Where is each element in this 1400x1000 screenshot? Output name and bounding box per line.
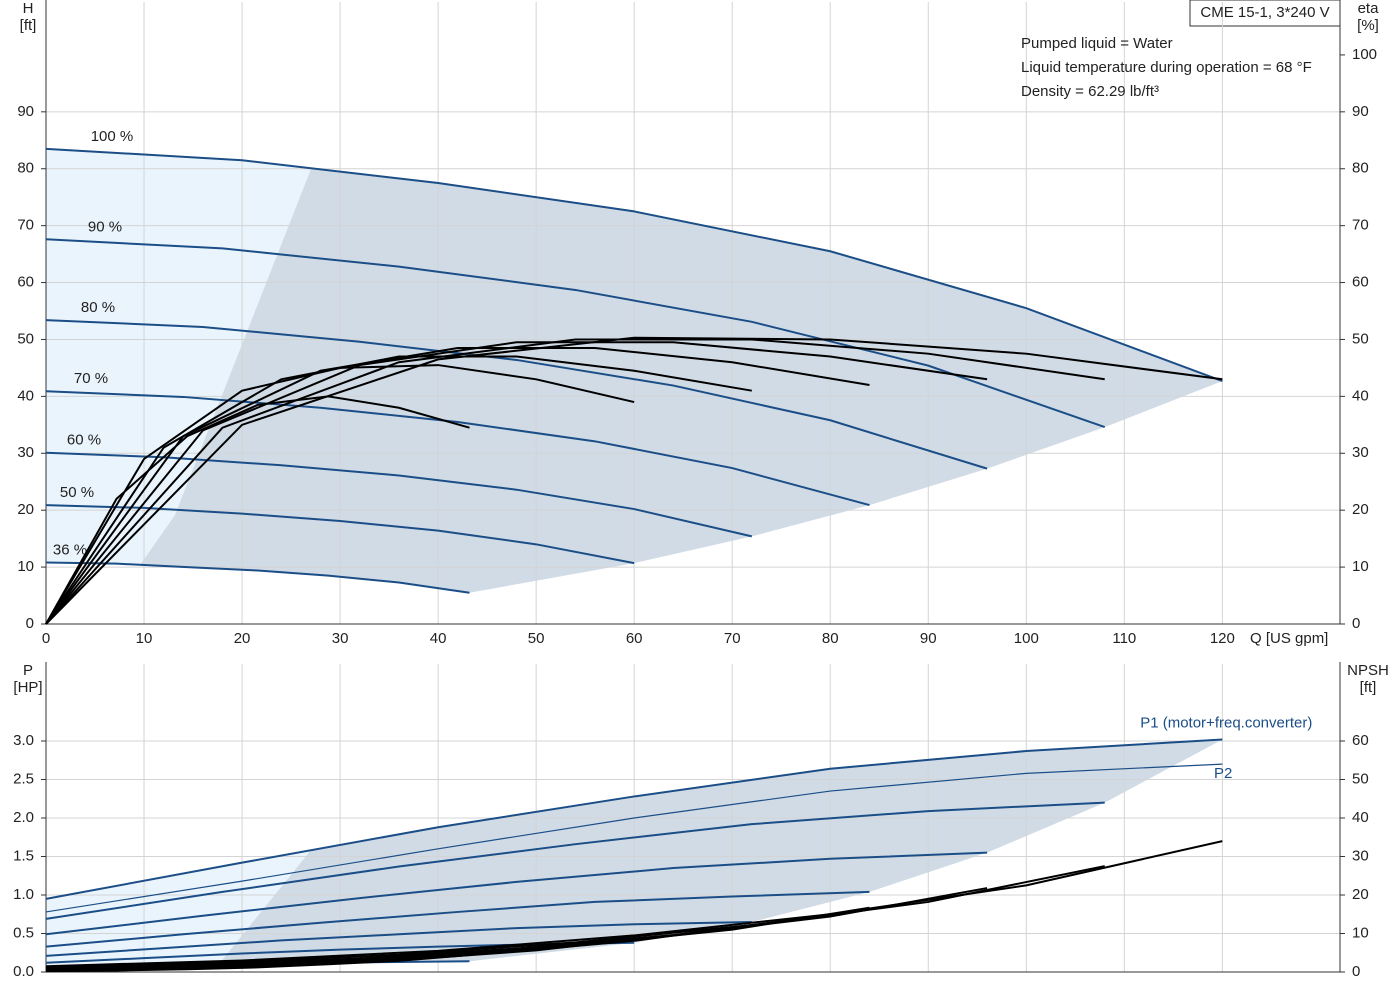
x-tick-label: 30 [332,630,349,647]
y-tick-label: 1.5 [13,847,34,864]
y2-tick-label: 0 [1352,963,1360,980]
x-tick-label: 20 [234,630,251,647]
annotation: Density = 62.29 lb/ft³ [1021,83,1159,100]
y2-tick-label: 60 [1352,274,1369,291]
x-tick-label: 80 [822,630,839,647]
y-tick-label: 50 [17,330,34,347]
curve-y2 [45,336,1223,625]
y2-tick-label: 50 [1352,330,1369,347]
chart-title: CME 15-1, 3*240 V [1200,4,1329,21]
curve [45,801,1105,920]
curve [45,390,870,507]
y2-axis-unit: [ft] [1360,679,1377,696]
y2-tick-label: 90 [1352,103,1369,120]
curve-label: 100 % [91,128,134,145]
y2-tick-label: 30 [1352,847,1369,864]
y2-tick-label: 30 [1352,444,1369,461]
y-tick-label: 90 [17,103,34,120]
curve-y2 [45,865,1105,969]
y2-axis-label: NPSH [1347,662,1389,679]
y-axis-label: P [23,662,33,679]
y2-axis-unit: [%] [1357,17,1379,34]
annotation: Pumped liquid = Water [1021,35,1173,52]
y2-tick-label: 10 [1352,924,1369,941]
y2-tick-label: 80 [1352,160,1369,177]
y-tick-label: 2.5 [13,770,34,787]
y2-tick-label: 100 [1352,46,1377,63]
y-tick-label: 1.0 [13,886,34,903]
y2-tick-label: 20 [1352,501,1369,518]
annotation: Liquid temperature during operation = 68… [1021,59,1312,76]
x-tick-label: 100 [1014,630,1039,647]
y-tick-label: 80 [17,160,34,177]
curve [45,890,870,948]
curve-label: 50 % [60,484,94,501]
x-tick-label: 110 [1112,630,1136,647]
curve [45,561,470,594]
y-axis-unit: [ft] [20,17,37,34]
curve [45,920,752,957]
y-tick-label: 10 [17,558,34,575]
y-tick-label: 2.0 [13,809,34,826]
y2-tick-label: 20 [1352,886,1369,903]
curve-label: P2 [1214,765,1232,782]
y-axis-label: H [23,0,34,17]
curve-label: 36 % [53,542,87,559]
y-tick-label: 0 [26,615,34,632]
x-tick-label: 50 [528,630,545,647]
curve [45,504,635,565]
x-tick-label: 90 [920,630,937,647]
y2-tick-label: 40 [1352,387,1369,404]
y2-tick-label: 70 [1352,217,1369,234]
x-tick-label: 120 [1210,630,1235,647]
y2-tick-label: 10 [1352,558,1369,575]
x-tick-label: 60 [626,630,643,647]
y-tick-label: 40 [17,387,34,404]
y2-tick-label: 0 [1352,615,1360,632]
y-tick-label: 30 [17,444,34,461]
curve-y2 [45,364,635,625]
y2-tick-label: 40 [1352,809,1369,826]
curve [45,851,988,936]
curve-label: 70 % [74,370,108,387]
y-tick-label: 0.5 [13,924,34,941]
y-axis-unit: [HP] [13,679,42,696]
y-tick-label: 60 [17,274,34,291]
curve-y2 [45,341,988,625]
x-tick-label: 70 [724,630,741,647]
curve [45,319,988,470]
curve-label: 60 % [67,432,101,449]
x-tick-label: 10 [136,630,153,647]
curve-y2 [45,954,470,973]
curve-y2 [45,338,1105,625]
curve-label: 90 % [88,218,122,235]
curve-y2 [45,355,752,625]
x-axis-label: Q [US gpm] [1250,630,1328,647]
curve [45,238,1106,429]
curve [45,763,1223,913]
y-tick-label: 20 [17,501,34,518]
curve-label: 80 % [81,299,115,316]
y2-tick-label: 50 [1352,770,1369,787]
curve-label: P1 (motor+freq.converter) [1140,714,1312,731]
y2-tick-label: 60 [1352,732,1369,749]
x-tick-label: 0 [42,630,50,647]
x-tick-label: 40 [430,630,447,647]
title-box [1189,0,1341,27]
curve-y2 [45,395,470,625]
curve [45,738,1223,900]
y-tick-label: 3.0 [13,732,34,749]
curve-y2 [45,840,1223,968]
y2-axis-label: eta [1358,0,1380,17]
curve [45,147,1223,382]
y-tick-label: 0.0 [13,963,34,980]
y-tick-label: 70 [17,217,34,234]
